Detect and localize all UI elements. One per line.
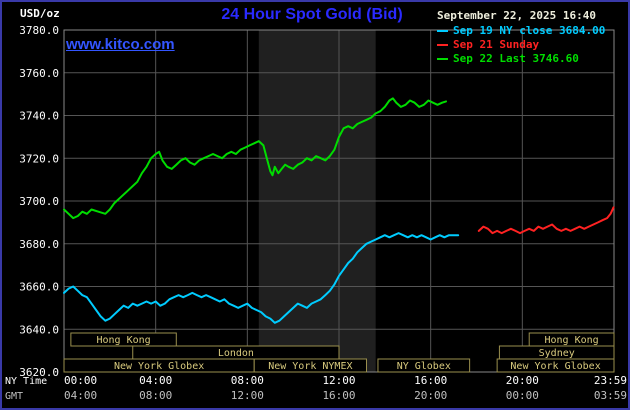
y-axis-label: 3620.0 bbox=[19, 366, 59, 379]
y-axis-label: 3760.0 bbox=[19, 67, 59, 80]
x-axis-label-gmt: 00:00 bbox=[506, 389, 539, 402]
legend-dash-icon bbox=[437, 58, 448, 60]
series-line-sep19 bbox=[63, 232, 460, 324]
datetime-label: September 22, 2025 16:40 bbox=[437, 9, 596, 22]
legend-dash-icon bbox=[437, 30, 448, 32]
units-label: USD/oz bbox=[20, 7, 60, 20]
chart-title: 24 Hour Spot Gold (Bid) bbox=[221, 6, 403, 23]
x-axis-label-gmt: 16:00 bbox=[322, 389, 355, 402]
session-label: Hong Kong bbox=[96, 335, 150, 346]
legend-item-label: Sep 19 NY close 3684.00 bbox=[453, 24, 606, 37]
x-axis-label-gmt: 03:59 bbox=[594, 389, 627, 402]
session-box bbox=[496, 358, 615, 373]
y-axis-label: 3780.0 bbox=[19, 24, 59, 37]
gmt-axis-label: GMT bbox=[5, 391, 23, 402]
legend-item-sep21: Sep 21 Sunday bbox=[437, 38, 625, 52]
y-axis-label: 3700.0 bbox=[19, 195, 59, 208]
x-axis-label-gmt: 04:00 bbox=[64, 389, 97, 402]
session-label: NY Globex bbox=[397, 361, 451, 372]
x-axis-label-ny: 00:00 bbox=[64, 374, 97, 387]
session-box bbox=[253, 358, 367, 373]
session-label: Hong Kong bbox=[545, 335, 599, 346]
y-axis-label: 3640.0 bbox=[19, 323, 59, 336]
x-axis-label-ny: 20:00 bbox=[506, 374, 539, 387]
y-axis-label: 3740.0 bbox=[19, 110, 59, 123]
y-axis-label: 3720.0 bbox=[19, 152, 59, 165]
x-axis-label-ny: 23:59 bbox=[594, 374, 627, 387]
series-line-sep22 bbox=[63, 97, 447, 220]
x-axis-label-gmt: 08:00 bbox=[139, 389, 172, 402]
session-box bbox=[70, 332, 177, 347]
session-label: Sydney bbox=[539, 348, 575, 359]
legend-item-label: Sep 21 Sunday bbox=[453, 38, 540, 51]
legend-item-label: Sep 22 Last 3746.60 bbox=[453, 52, 579, 65]
legend-item-sep19: Sep 19 NY close 3684.00 bbox=[437, 24, 625, 38]
y-axis-label: 3680.0 bbox=[19, 238, 59, 251]
y-axis-label: 3660.0 bbox=[19, 281, 59, 294]
x-axis-label-ny: 12:00 bbox=[322, 374, 355, 387]
x-axis-label-ny: 08:00 bbox=[231, 374, 264, 387]
x-axis-label-ny: 16:00 bbox=[414, 374, 447, 387]
legend: September 22, 2025 16:40 Sep 19 NY close… bbox=[437, 9, 625, 66]
x-axis-label-ny: 04:00 bbox=[139, 374, 172, 387]
series-line-sep21 bbox=[477, 206, 615, 235]
session-label: New York NYMEX bbox=[268, 361, 352, 372]
kitco-watermark[interactable]: www.kitco.com bbox=[66, 36, 175, 53]
session-box bbox=[377, 358, 471, 373]
legend-item-sep22: Sep 22 Last 3746.60 bbox=[437, 52, 625, 66]
session-label: London bbox=[218, 348, 254, 359]
x-axis-label-gmt: 12:00 bbox=[231, 389, 264, 402]
session-label: New York Globex bbox=[510, 361, 600, 372]
x-axis-label-gmt: 20:00 bbox=[414, 389, 447, 402]
legend-dash-icon bbox=[437, 44, 448, 46]
ny-time-axis-label: NY Time bbox=[5, 376, 47, 387]
session-label: New York Globex bbox=[114, 361, 204, 372]
